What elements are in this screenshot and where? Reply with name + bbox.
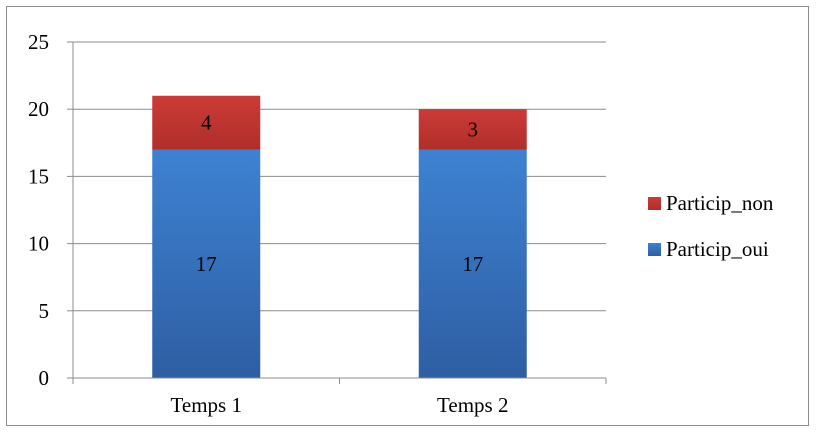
bar-particip-non-2 [418, 109, 527, 150]
bar-particip-non-1 [152, 95, 261, 150]
y-tick-label: 15 [28, 164, 49, 188]
bars: 17 4 17 3 [152, 95, 527, 378]
data-label: 17 [462, 252, 483, 276]
legend-label: Particip_non [666, 191, 774, 215]
legend-swatch [648, 243, 661, 256]
chart-frame [6, 6, 809, 426]
data-label: 4 [201, 111, 212, 135]
y-tick-label: 25 [28, 30, 49, 54]
legend-label: Particip_oui [666, 237, 769, 261]
data-label: 17 [196, 252, 217, 276]
y-tick-label: 0 [39, 366, 50, 390]
bar-particip-oui-2 [418, 149, 527, 378]
y-tick-label: 20 [28, 97, 49, 121]
x-category-label: Temps 1 [171, 393, 242, 417]
y-tick-label: 5 [39, 299, 50, 323]
y-tick-label: 10 [28, 232, 49, 256]
bar-particip-oui-1 [152, 149, 261, 378]
axes: 0 5 10 15 20 25 Temps 1 Temps 2 [28, 30, 607, 417]
data-label: 3 [468, 117, 479, 141]
legend-swatch [648, 197, 661, 210]
x-category-label: Temps 2 [437, 393, 508, 417]
legend: Particip_non Particip_oui [648, 191, 774, 261]
